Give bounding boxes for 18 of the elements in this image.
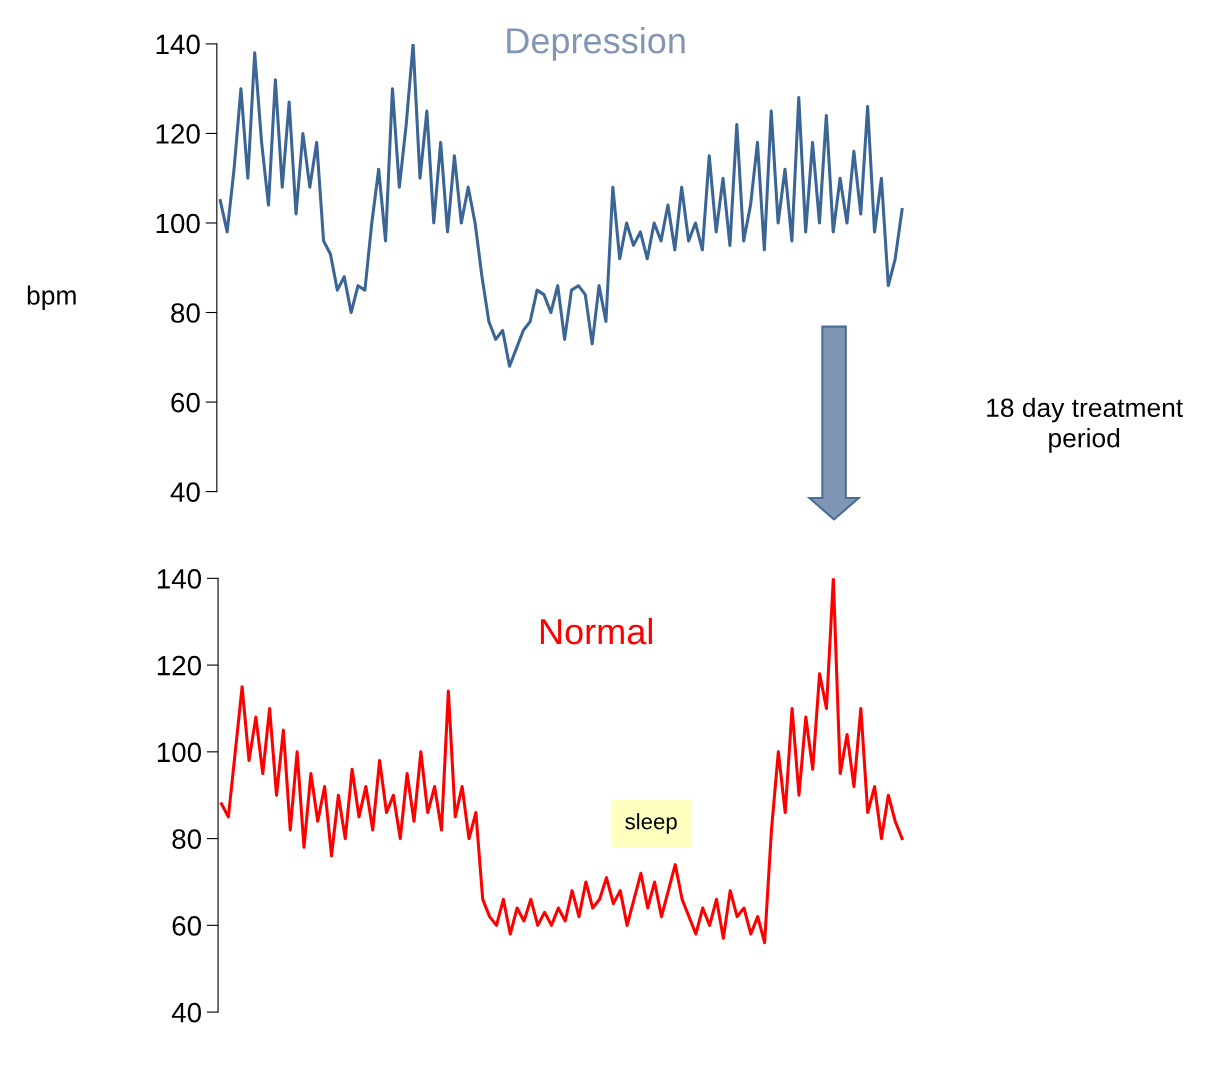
chart-title: Depression [507,27,685,61]
annotation: sleep [625,813,677,834]
y-tick-label: 140 [156,34,200,55]
y-tick-label: 140 [157,569,202,589]
y-tick-label: 100 [157,742,202,763]
y-tick-label: 60 [172,916,202,936]
y-tick-label: 80 [171,303,200,323]
text: Normal [540,617,652,645]
text: 18 day treatment period [987,397,1183,453]
y-tick-label: 40 [171,1002,202,1023]
y-tick-label: 120 [156,124,200,144]
y-tick-label: 40 [170,482,200,502]
y-tick-label: 100 [156,213,200,234]
y-axis-title: bpm [27,285,76,311]
y-tick-label: 120 [157,655,202,676]
y-tick-label: 80 [172,829,202,849]
line-series [219,578,904,945]
y-tick-label: 60 [171,392,200,413]
